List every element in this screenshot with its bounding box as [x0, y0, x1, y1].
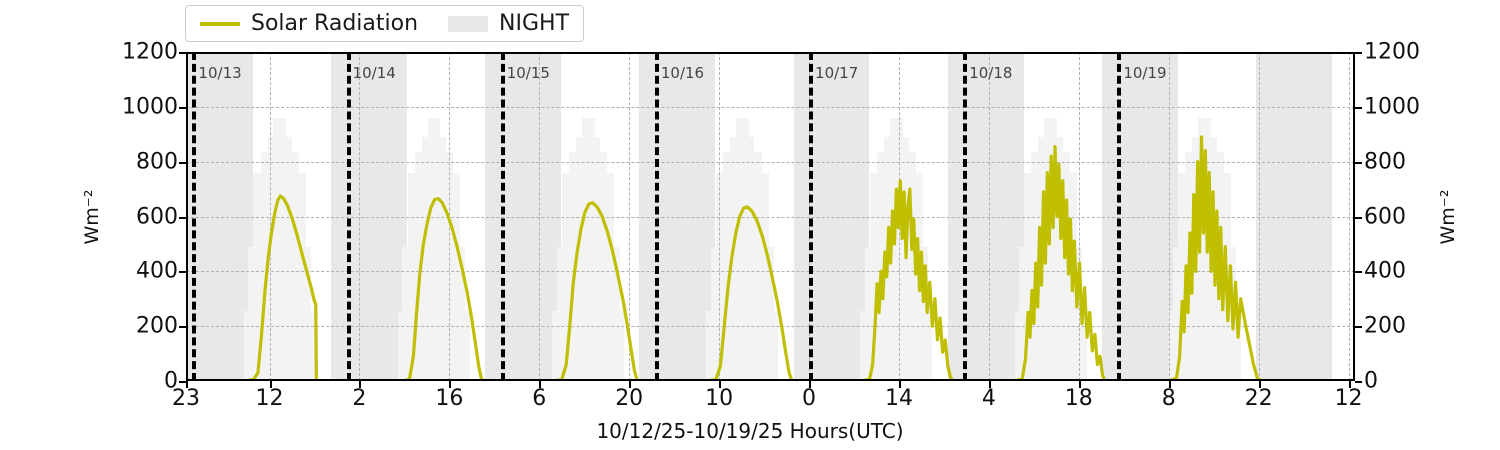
- y-tick-label: 400: [136, 258, 178, 284]
- day-separator-line: [654, 52, 659, 381]
- x-tick-mark: [186, 381, 188, 388]
- clearsky-envelope-step: [735, 117, 749, 381]
- day-separator-label: 10/16: [660, 64, 705, 82]
- x-tick-label: 16: [435, 386, 464, 411]
- y-tick-label: 600: [1364, 204, 1406, 229]
- x-tick-label: 18: [1064, 386, 1093, 411]
- gridline-horizontal: [186, 216, 1355, 218]
- x-tick-label: 10: [705, 386, 734, 411]
- x-tick-label: 2: [352, 386, 367, 411]
- gridline-horizontal: [186, 161, 1355, 163]
- y-tick-mark: [1355, 326, 1362, 329]
- day-separator-line: [500, 52, 505, 381]
- day-separator-label: 10/13: [198, 64, 242, 82]
- clearsky-envelope-step: [581, 117, 595, 381]
- x-tick-mark: [809, 381, 812, 388]
- x-tick-mark: [1258, 381, 1261, 388]
- y-tick-mark: [179, 106, 186, 109]
- x-tick-mark: [359, 381, 362, 388]
- legend-entry-solar-radiation: Solar Radiation: [200, 11, 418, 36]
- y-tick-label: 0: [164, 368, 178, 394]
- y-tick-mark: [1355, 216, 1362, 219]
- y-tick-mark: [179, 326, 186, 329]
- day-separator-label: 10/19: [1123, 64, 1167, 82]
- x-axis-label: 10/12/25-10/19/25 Hours(UTC): [596, 419, 904, 443]
- y-tick-label: 1000: [122, 94, 178, 120]
- legend-label-solar-radiation: Solar Radiation: [251, 11, 419, 36]
- y-tick-mark: [179, 52, 186, 54]
- y-tick-label: 200: [1364, 313, 1406, 339]
- y-tick-label: 200: [136, 313, 178, 339]
- x-tick-label: 23: [172, 386, 200, 411]
- y-tick-label: 1200: [1364, 39, 1420, 65]
- plot-area: 10/13 10/14 10/15 10/16 10/17 10/18 10/19: [186, 52, 1355, 381]
- x-tick-label: 0: [802, 386, 817, 411]
- x-tick-mark: [1078, 381, 1081, 388]
- y-tick-label: 0: [1364, 368, 1378, 394]
- legend-label-night: NIGHT: [499, 11, 570, 36]
- y-tick-mark: [179, 161, 186, 164]
- solar-radiation-curve: [186, 135, 1355, 381]
- day-separator-line: [346, 52, 351, 381]
- solar-radiation-path: [186, 135, 1355, 381]
- y-tick-label: 1200: [122, 39, 178, 65]
- x-tick-label: 14: [884, 386, 913, 411]
- x-tick-mark: [719, 381, 722, 388]
- clearsky-envelope-step: [427, 117, 441, 381]
- x-tick-label: 4: [981, 386, 996, 411]
- x-tick-label: 12: [1334, 386, 1363, 411]
- legend-entry-night: NIGHT: [448, 11, 569, 36]
- x-tick-label: 8: [1161, 386, 1176, 411]
- legend-patch-swatch: [448, 15, 489, 32]
- x-tick-mark: [898, 381, 901, 388]
- y-tick-mark: [1355, 52, 1362, 54]
- x-tick-label: 12: [255, 386, 284, 411]
- x-tick-mark: [269, 381, 272, 388]
- y-tick-mark: [179, 381, 186, 383]
- day-separator-label: 10/17: [815, 64, 859, 82]
- y-tick-label: 800: [1364, 149, 1406, 175]
- x-tick-mark: [988, 381, 991, 388]
- y-tick-label: 1000: [1364, 94, 1420, 120]
- y-tick-mark: [1355, 271, 1362, 274]
- chart-legend: Solar Radiation NIGHT: [185, 5, 585, 42]
- x-tick-label: 22: [1244, 386, 1273, 411]
- day-separator-line: [1117, 52, 1122, 381]
- x-tick-mark: [1168, 381, 1171, 388]
- y-tick-mark: [179, 216, 186, 219]
- day-separator-label: 10/15: [506, 64, 550, 82]
- y-tick-mark: [1355, 106, 1362, 109]
- day-separator-label: 10/14: [352, 64, 396, 82]
- day-separator-line: [809, 52, 814, 381]
- y-axis-ticks-left: 0 200 400 600 800 1000 1200: [106, 0, 178, 450]
- x-tick-label: 6: [532, 386, 547, 411]
- day-separator-line: [963, 52, 968, 381]
- day-separator-line: [192, 52, 197, 381]
- gridline-horizontal: [186, 106, 1355, 108]
- y-tick-mark: [1355, 161, 1362, 164]
- x-tick-mark: [1348, 381, 1351, 388]
- x-tick-mark: [539, 381, 542, 388]
- gridline-horizontal: [186, 326, 1355, 328]
- x-tick-mark: [629, 381, 632, 388]
- y-tick-label: 800: [136, 149, 178, 175]
- y-tick-mark: [179, 271, 186, 274]
- y-tick-mark: [1355, 381, 1362, 383]
- y-tick-label: 600: [136, 204, 178, 229]
- y-tick-label: 400: [1364, 258, 1406, 284]
- day-separator-label: 10/18: [969, 64, 1013, 82]
- y-axis-ticks-right: 0 200 400 600 800 1000 1200: [1364, 0, 1444, 450]
- legend-line-swatch: [200, 21, 240, 26]
- x-tick-mark: [449, 381, 452, 388]
- y-axis-label-left: Wm⁻²: [81, 189, 103, 245]
- x-tick-label: 20: [615, 386, 644, 411]
- clearsky-envelope-step: [273, 117, 287, 381]
